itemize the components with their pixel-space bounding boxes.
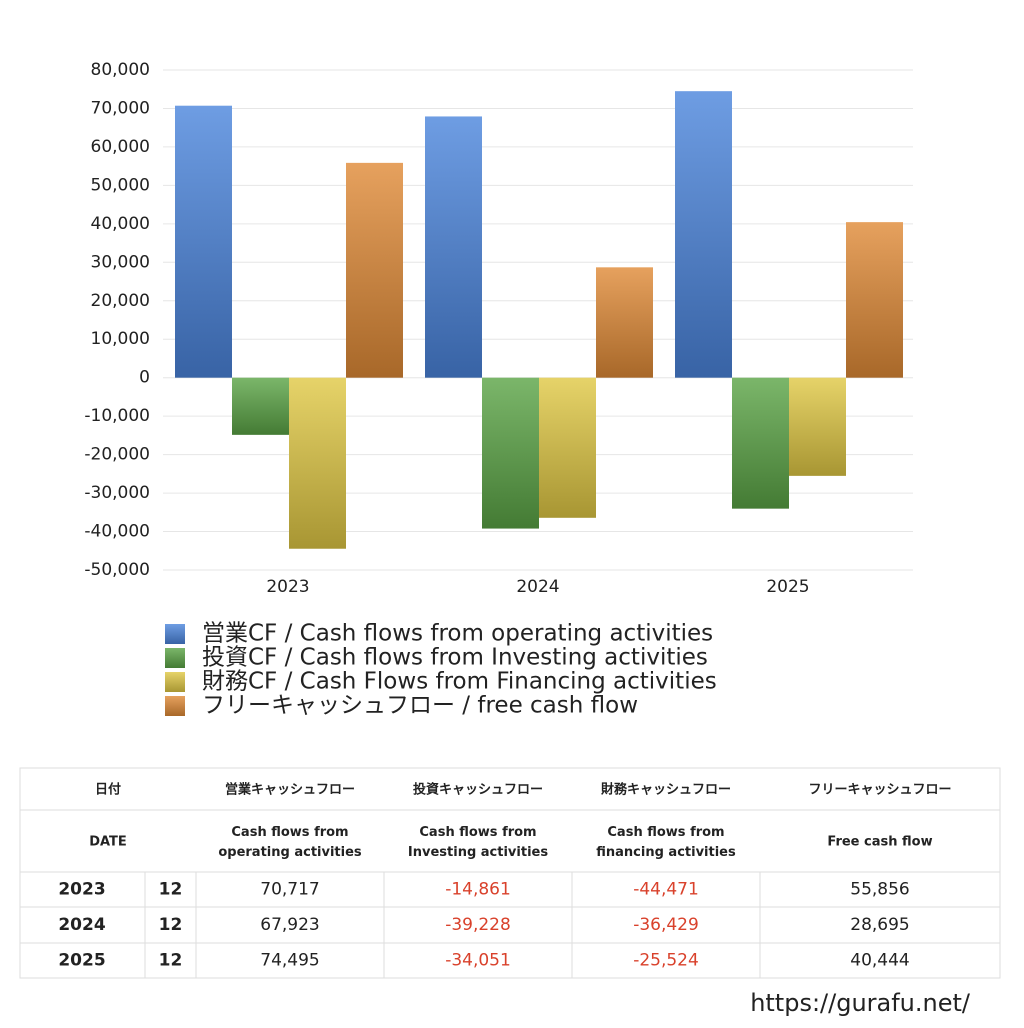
table-cell: -34,051 <box>445 951 511 971</box>
bar <box>596 267 653 378</box>
bar <box>289 377 346 549</box>
table-cell: -14,861 <box>445 880 511 900</box>
bar <box>482 377 539 529</box>
table-header: 日付 <box>95 782 121 798</box>
line: Investing activities <box>408 845 548 860</box>
y-tick-label: -40,000 <box>84 522 150 542</box>
table-cell: -39,228 <box>445 915 511 935</box>
bar <box>175 105 232 378</box>
table-header: Free cash flow <box>827 835 932 850</box>
table-cell: 55,856 <box>850 880 909 900</box>
table-header: Cash flows from Investing activities <box>408 825 548 860</box>
legend-swatch <box>165 624 185 644</box>
bar <box>732 377 789 509</box>
y-tick-label: 10,000 <box>91 329 150 349</box>
bar <box>675 91 732 378</box>
table-cell: 70,717 <box>260 880 319 900</box>
table-cell: 2023 <box>58 880 105 900</box>
line: Cash flows from <box>607 825 724 840</box>
table-cell: 2024 <box>58 915 105 935</box>
y-tick-label: 20,000 <box>91 291 150 311</box>
bar <box>425 116 482 378</box>
bar <box>232 377 289 435</box>
table-header: Cash flows from operating activities <box>218 825 362 860</box>
table-border <box>19 767 1001 979</box>
legend-label: 投資CF / Cash flows from Investing activit… <box>202 645 708 671</box>
bar <box>539 377 596 518</box>
line: operating activities <box>218 845 362 860</box>
y-tick-label: -10,000 <box>84 406 150 426</box>
y-tick-label: 60,000 <box>91 137 150 157</box>
y-tick-label: -20,000 <box>84 445 150 465</box>
legend-swatch <box>165 672 185 692</box>
bar <box>846 222 903 378</box>
table-cell: -36,429 <box>633 915 699 935</box>
table-cell: -25,524 <box>633 951 699 971</box>
line: Cash flows from <box>231 825 348 840</box>
bar <box>789 377 846 476</box>
table-cell: 12 <box>159 951 183 971</box>
x-tick-label: 2024 <box>516 577 559 597</box>
table-cell: 67,923 <box>260 915 319 935</box>
table-cell: 74,495 <box>260 951 319 971</box>
legend-label: フリーキャッシュフロー / free cash flow <box>202 693 638 719</box>
footer: https://gurafu.net/ <box>750 989 971 1017</box>
table-cell: 2025 <box>58 951 105 971</box>
x-tick-label: 2023 <box>266 577 309 597</box>
table-header: フリーキャッシュフロー <box>808 783 951 798</box>
y-tick-label: 80,000 <box>91 60 150 80</box>
table-header: 営業キャッシュフロー <box>225 782 355 798</box>
table-cell: 28,695 <box>850 915 909 935</box>
table-header: 投資キャッシュフロー <box>413 782 543 798</box>
line: financing activities <box>596 845 736 860</box>
table-header: DATE <box>89 835 127 850</box>
legend-label: 財務CF / Cash Flows from Financing activit… <box>202 669 717 695</box>
y-tick-label: -50,000 <box>84 560 150 580</box>
table-cell: 40,444 <box>850 951 909 971</box>
line: Cash flows from <box>419 825 536 840</box>
legend-label: 営業CF / Cash flows from operating activit… <box>202 621 713 647</box>
table-cell: 12 <box>159 880 183 900</box>
table-cell: 12 <box>159 915 183 935</box>
bar <box>346 162 403 378</box>
x-tick-label: 2025 <box>766 577 809 597</box>
y-tick-label: 0 <box>139 368 150 388</box>
y-tick-label: -30,000 <box>84 483 150 503</box>
table-cell: -44,471 <box>633 880 699 900</box>
y-tick-label: 40,000 <box>91 214 150 234</box>
table-header: Cash flows from financing activities <box>596 825 736 860</box>
table-header: 財務キャッシュフロー <box>600 782 731 798</box>
legend-swatch <box>165 648 185 668</box>
y-tick-label: 50,000 <box>91 175 150 195</box>
y-tick-label: 70,000 <box>91 98 150 118</box>
legend-swatch <box>165 696 185 716</box>
y-tick-label: 30,000 <box>91 252 150 272</box>
